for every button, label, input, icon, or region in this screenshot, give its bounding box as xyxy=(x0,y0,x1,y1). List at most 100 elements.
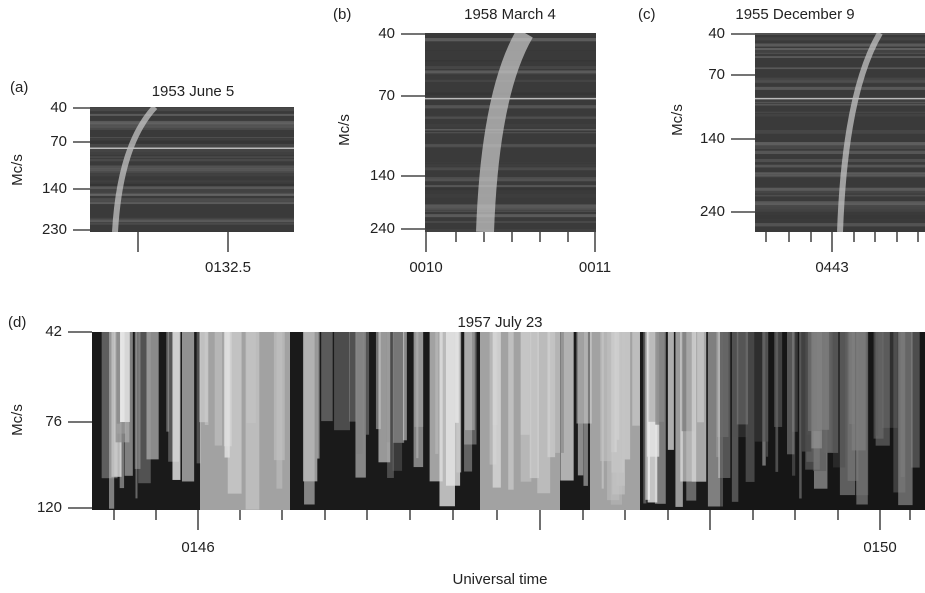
burst xyxy=(392,332,403,471)
band xyxy=(90,138,294,140)
band xyxy=(425,161,596,163)
panel-label: (d) xyxy=(8,314,26,331)
band xyxy=(755,142,925,145)
burst xyxy=(173,332,180,446)
band xyxy=(425,186,596,191)
band xyxy=(755,51,925,53)
band xyxy=(90,141,294,144)
burst xyxy=(364,332,370,435)
band xyxy=(90,120,294,125)
burst xyxy=(833,332,846,468)
band xyxy=(425,193,596,198)
band xyxy=(90,173,294,177)
burst xyxy=(583,332,588,486)
band xyxy=(90,124,294,128)
band xyxy=(755,43,925,47)
band xyxy=(425,128,596,131)
band xyxy=(90,159,294,162)
y-tick-label: 40 xyxy=(378,25,395,42)
burst xyxy=(847,332,859,481)
burst xyxy=(375,332,381,430)
y-tick-label: 120 xyxy=(37,499,62,516)
band xyxy=(755,129,925,134)
burst xyxy=(686,332,697,501)
burst xyxy=(356,332,363,454)
burst xyxy=(654,332,666,504)
burst xyxy=(316,332,320,459)
spectrogram xyxy=(90,107,294,232)
band xyxy=(90,107,294,112)
burst xyxy=(429,332,443,482)
band xyxy=(90,165,294,170)
burst xyxy=(124,332,133,476)
burst xyxy=(321,332,333,422)
band xyxy=(90,198,294,202)
dark-region xyxy=(720,332,925,510)
burst xyxy=(691,332,707,482)
panel-title: 1958 March 4 xyxy=(464,6,556,23)
burst xyxy=(731,332,739,502)
burst xyxy=(392,332,405,443)
y-tick-label: 70 xyxy=(378,87,395,104)
burst xyxy=(898,332,913,506)
band xyxy=(90,193,294,196)
burst xyxy=(439,332,455,507)
band xyxy=(755,172,925,176)
panel-label: (c) xyxy=(638,6,656,23)
x-axis-label: Universal time xyxy=(452,571,547,588)
burst xyxy=(736,332,749,425)
y-tick-label: 230 xyxy=(42,221,67,238)
band xyxy=(90,217,294,219)
burst xyxy=(775,332,779,472)
burst xyxy=(304,332,315,505)
y-tick-label: 40 xyxy=(50,99,67,116)
band xyxy=(90,152,294,155)
band xyxy=(755,86,925,90)
burst xyxy=(416,332,419,459)
spectrogram xyxy=(92,332,925,510)
burst xyxy=(577,332,584,476)
band xyxy=(755,67,925,70)
burst xyxy=(667,332,674,450)
burst xyxy=(454,332,459,423)
band xyxy=(755,52,925,55)
band xyxy=(90,148,294,153)
band xyxy=(755,157,925,159)
burst xyxy=(465,332,475,431)
x-tick-label: 0443 xyxy=(815,259,848,276)
spectrogram xyxy=(425,33,596,232)
burst xyxy=(146,332,159,460)
y-tick-label: 42 xyxy=(45,323,62,340)
band xyxy=(90,143,294,148)
burst xyxy=(378,332,391,463)
burst xyxy=(875,332,879,436)
y-tick-label: 140 xyxy=(42,180,67,197)
band xyxy=(90,202,294,204)
band xyxy=(90,186,294,190)
burst xyxy=(655,332,661,425)
panel-title: 1955 December 9 xyxy=(735,6,854,23)
band xyxy=(90,127,294,130)
burst xyxy=(196,332,201,464)
burst xyxy=(648,332,665,422)
band xyxy=(425,210,596,212)
burst xyxy=(135,332,138,499)
y-tick-label: 240 xyxy=(370,220,395,237)
band xyxy=(90,190,294,194)
burst xyxy=(349,332,357,422)
band xyxy=(90,170,294,174)
band xyxy=(425,185,596,188)
y-tick-label: 40 xyxy=(708,25,725,42)
burst xyxy=(134,332,141,469)
band xyxy=(90,218,294,221)
y-axis-label: Mc/s xyxy=(669,104,686,136)
band xyxy=(755,77,925,81)
burst xyxy=(116,332,120,424)
band xyxy=(425,177,596,181)
band xyxy=(755,47,925,51)
y-axis-label: Mc/s xyxy=(336,114,353,146)
burst xyxy=(817,332,830,430)
panel-title: 1953 June 5 xyxy=(152,83,235,100)
band xyxy=(755,150,925,154)
